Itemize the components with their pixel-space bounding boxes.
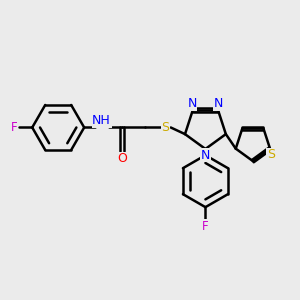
Text: S: S xyxy=(162,121,170,134)
Text: N: N xyxy=(201,149,210,162)
Text: N: N xyxy=(188,98,197,110)
Text: NH: NH xyxy=(92,114,111,127)
Text: F: F xyxy=(11,121,17,134)
Text: F: F xyxy=(202,220,209,233)
Text: N: N xyxy=(214,98,224,110)
Text: S: S xyxy=(267,148,275,161)
Text: O: O xyxy=(117,152,127,165)
